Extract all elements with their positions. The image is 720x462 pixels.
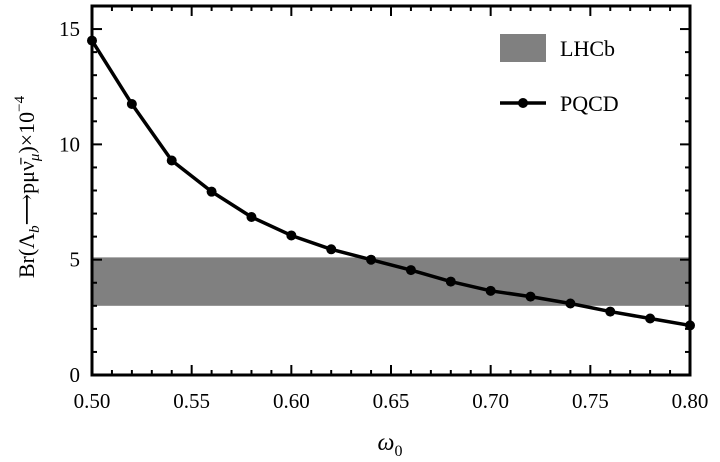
data-point [405,265,416,276]
data-point [645,313,656,324]
y-axis-label: Br(Λb⟶pμν̄μ)×10−4 [12,95,43,278]
data-point [565,298,576,309]
data-point [206,186,217,197]
legend-label-lhcb: LHCb [560,36,615,61]
data-point [246,212,257,223]
x-tick-label: 0.55 [173,389,210,413]
x-tick-label: 0.65 [373,389,410,413]
axes: 0.50 0.55 0.60 0.65 0.70 0.75 0.80 0 5 10 15 [59,4,709,413]
y-tick-label: 0 [70,363,81,387]
plot-frame [90,4,692,377]
data-point [605,306,616,317]
data-point [166,155,177,166]
data-point [126,99,137,110]
x-tick-label: 0.70 [472,389,509,413]
legend-marker-pqcd [518,98,528,108]
data-point [525,291,536,302]
y-tick-label: 5 [70,248,81,272]
x-tick-label: 0.80 [672,389,709,413]
y-tick-label: 15 [59,17,80,41]
plot-area [87,35,695,331]
x-axis-label: ω0 [378,430,403,460]
data-point [286,230,297,241]
data-point [445,276,456,287]
x-tick-label: 0.50 [74,389,111,413]
data-point [485,285,496,296]
y-tick-label: 10 [59,132,80,156]
legend: LHCb PQCD [500,34,619,116]
x-tick-label: 0.75 [572,389,609,413]
data-point [326,244,337,255]
x-tick-label: 0.60 [273,389,310,413]
series-line-pqcd [90,39,691,328]
legend-swatch-lhcb [500,34,546,62]
data-point [366,254,377,265]
legend-label-pqcd: PQCD [560,91,619,116]
